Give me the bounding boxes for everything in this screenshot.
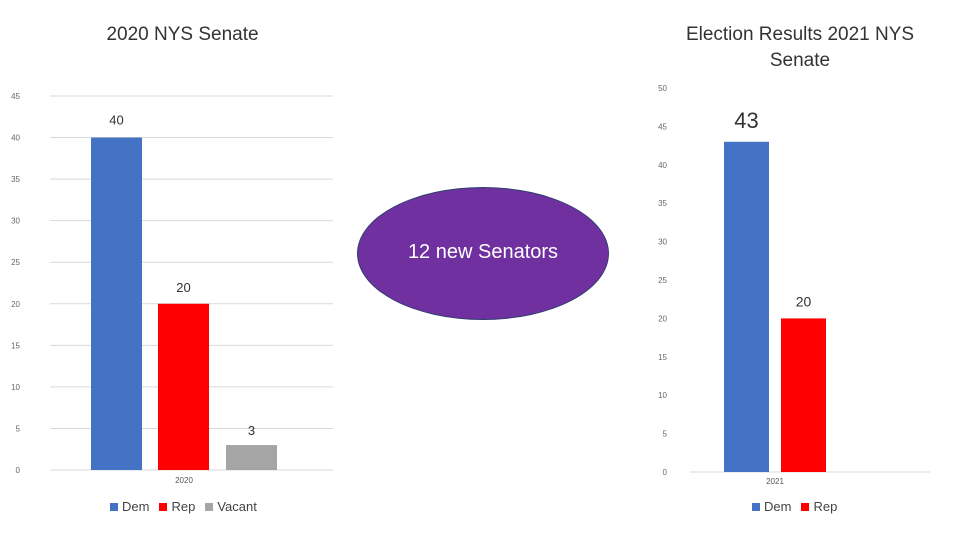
chart1-bar-rep xyxy=(158,303,209,470)
chart2-y-tick-label: 10 xyxy=(658,391,667,400)
legend-swatch-rep xyxy=(159,502,168,511)
chart1-y-tick-label: 25 xyxy=(11,258,20,267)
chart2-bar-rep xyxy=(781,318,826,472)
legend-item-dem: Dem xyxy=(752,499,791,514)
chart1-y-tick-label: 40 xyxy=(11,134,20,143)
chart1-data-label-rep: 20 xyxy=(176,280,190,295)
chart1-y-tick-label: 20 xyxy=(11,300,20,309)
legend-label-rep: Rep xyxy=(171,499,196,514)
legend-label-rep: Rep xyxy=(813,499,838,514)
chart1-y-tick-label: 5 xyxy=(16,424,21,433)
legend-swatch-vacant xyxy=(205,502,214,511)
chart2-data-label-rep: 20 xyxy=(796,293,812,309)
chart1-data-label-dem: 40 xyxy=(109,113,123,128)
chart2-y-tick-label: 20 xyxy=(658,314,667,323)
chart2-y-tick-label: 30 xyxy=(658,238,667,247)
legend-swatch-rep xyxy=(801,502,810,511)
chart2-y-tick-label: 35 xyxy=(658,199,667,208)
chart1-category-label: 2020 xyxy=(175,476,193,485)
legend-label-vacant: Vacant xyxy=(217,499,257,514)
chart2-bar-dem xyxy=(724,141,769,472)
chart2-y-tick-label: 25 xyxy=(658,276,667,285)
chart2-y-tick-label: 50 xyxy=(658,84,667,93)
chart1-y-tick-label: 45 xyxy=(11,92,20,101)
callout-text: 12 new Senators xyxy=(407,241,559,263)
legend-item-rep: Rep xyxy=(159,499,195,514)
chart1-y-tick-label: 15 xyxy=(11,341,20,350)
legend-swatch-dem xyxy=(110,502,118,511)
legend-item-dem: Dem xyxy=(110,499,149,514)
legend-item-vacant: Vacant xyxy=(205,499,257,514)
chart2-title: Election Results 2021 NYS Senate xyxy=(685,24,915,71)
chart2-y-tick-label: 15 xyxy=(658,353,667,362)
chart1-y-tick-label: 35 xyxy=(11,175,20,184)
chart1-y-tick-label: 10 xyxy=(11,383,20,392)
chart2-y-tick-label: 0 xyxy=(663,468,668,477)
chart1-title: 2020 NYS Senate xyxy=(106,24,259,45)
chart2-y-tick-label: 5 xyxy=(663,430,668,439)
chart1-data-label-vacant: 3 xyxy=(248,423,255,438)
chart1-y-tick-label: 0 xyxy=(16,466,21,475)
chart1-bar-dem xyxy=(91,137,142,471)
chart1-y-tick-label: 30 xyxy=(11,217,20,226)
chart1-legend: Dem Rep Vacant xyxy=(110,499,257,514)
chart2-category-label: 2021 xyxy=(766,477,784,486)
chart1-bar-vacant xyxy=(226,445,277,470)
legend-item-rep: Rep xyxy=(801,499,837,514)
chart2-y-tick-label: 40 xyxy=(658,161,667,170)
legend-swatch-dem xyxy=(752,502,760,511)
chart2-data-label-dem: 43 xyxy=(734,108,758,133)
chart2-legend: Dem Rep xyxy=(752,499,837,514)
legend-label-dem: Dem xyxy=(764,499,792,514)
chart2-y-tick-label: 45 xyxy=(658,122,667,131)
legend-label-dem: Dem xyxy=(122,499,150,514)
new-senators-callout: 12 new Senators xyxy=(357,187,609,320)
